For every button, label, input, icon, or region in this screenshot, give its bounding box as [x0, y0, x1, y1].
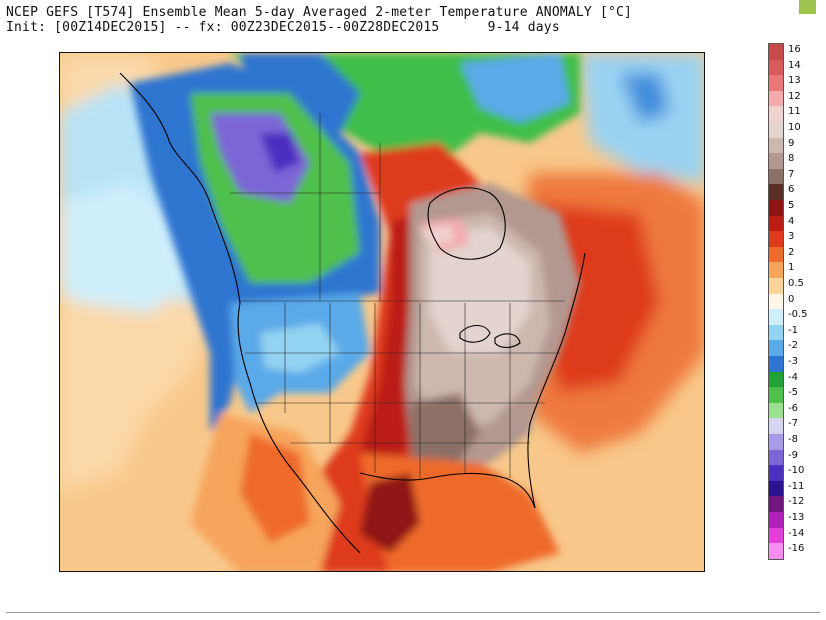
bottom-rule [6, 612, 820, 613]
legend-label: -11 [788, 480, 805, 492]
map-outlines [119, 72, 586, 554]
legend-bottom-edge [768, 558, 784, 560]
legend-label: 11 [788, 106, 801, 118]
map-title: NCEP GEFS [T574] Ensemble Mean 5-day Ave… [6, 5, 633, 20]
legend-swatch [768, 90, 784, 107]
political-borders [230, 113, 565, 478]
legend-swatch [768, 278, 784, 294]
legend-swatch [768, 402, 784, 419]
legend-label: 7 [788, 168, 795, 180]
legend-swatch [768, 215, 784, 232]
legend-swatch [768, 387, 784, 403]
legend-swatch [768, 262, 784, 278]
legend-swatch [768, 44, 784, 60]
legend-swatch [768, 496, 784, 512]
legend-label: -9 [788, 449, 798, 461]
legend-swatch [768, 59, 784, 76]
legend-swatch [768, 340, 784, 356]
legend-swatch [768, 293, 784, 310]
legend-label: 6 [788, 184, 795, 196]
legend-label: 9 [788, 137, 795, 149]
legend-label: 3 [788, 231, 795, 243]
legend-label: 5 [788, 200, 795, 211]
legend-label: 16 [788, 44, 801, 55]
legend-label: -14 [788, 527, 805, 539]
legend-label: -7 [788, 418, 798, 430]
map-subtitle: Init: [00Z14DEC2015] -- fx: 00Z23DEC2015… [6, 20, 560, 35]
legend-swatch [768, 543, 784, 559]
legend-label: -1 [788, 324, 798, 336]
legend-swatch [768, 356, 784, 372]
legend-label: 8 [788, 153, 795, 165]
legend-swatch [768, 465, 784, 481]
legend-swatch [768, 418, 784, 434]
legend-label: -6 [788, 402, 798, 414]
legend-label: 4 [788, 215, 795, 227]
legend-swatch [768, 106, 784, 122]
legend-label: -4 [788, 371, 798, 383]
legend-label: 0.5 [788, 278, 804, 289]
legend-swatch [768, 527, 784, 544]
legend-swatch [768, 512, 784, 528]
legend-swatch [768, 434, 784, 450]
legend-swatch [768, 231, 784, 247]
legend-swatch [768, 449, 784, 466]
legend-swatch [768, 246, 784, 263]
legend-label: 14 [788, 59, 801, 71]
legend-swatch [768, 137, 784, 154]
legend-swatch [768, 309, 784, 325]
legend-label: -12 [788, 496, 805, 508]
legend-label: 10 [788, 122, 801, 133]
legend-label: -0.5 [788, 309, 808, 321]
legend-label: -3 [788, 356, 798, 367]
legend-swatch [768, 324, 784, 341]
legend-label: 2 [788, 246, 795, 258]
legend-swatch [768, 122, 784, 138]
legend-label: -10 [788, 465, 805, 477]
legend-top-edge [768, 43, 784, 44]
legend-swatch [768, 200, 784, 216]
legend-swatch [768, 184, 784, 200]
legend-label: 1 [788, 262, 795, 274]
legend-label: -16 [788, 543, 805, 555]
legend-label: 0 [788, 293, 795, 305]
temperature-field [60, 53, 704, 571]
legend-label: 12 [788, 90, 801, 102]
corner-mark [799, 0, 816, 14]
legend-swatch [768, 168, 784, 185]
legend-swatch [768, 153, 784, 169]
legend-label: 13 [788, 75, 801, 87]
legend-label: -5 [788, 387, 798, 399]
legend-label: -13 [788, 512, 805, 523]
legend-label: -2 [788, 340, 798, 352]
legend-swatch [768, 75, 784, 91]
legend-swatch [768, 371, 784, 388]
legend-swatch [768, 480, 784, 497]
anomaly-map [59, 52, 705, 572]
legend-label: -8 [788, 434, 798, 445]
